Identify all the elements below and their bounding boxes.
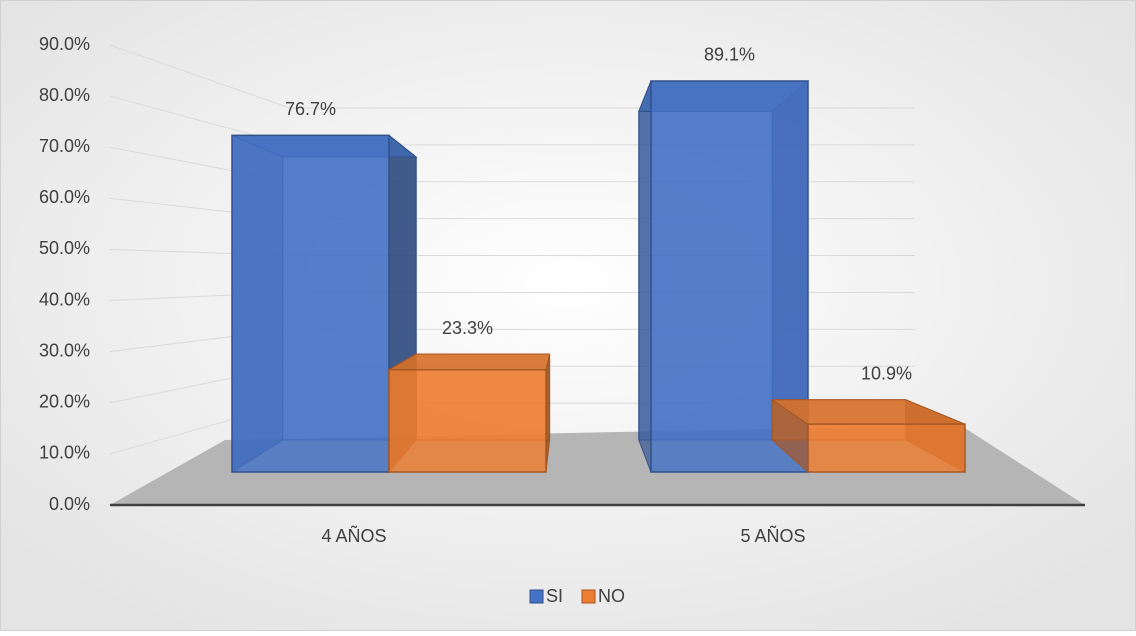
x-tick-label: 5 AÑOS	[740, 525, 805, 546]
labels: 0.0% 10.0% 20.0% 30.0% 40.0% 50.0% 60.0% 70.0% 8…	[39, 34, 912, 606]
y-tick-label: 0.0%	[49, 494, 90, 514]
value-label: 23.3%	[442, 318, 493, 338]
value-label: 76.7%	[285, 99, 336, 119]
y-tick-label: 50.0%	[39, 238, 90, 258]
y-tick-label: 30.0%	[39, 340, 90, 360]
y-tick-label: 10.0%	[39, 443, 90, 463]
y-tick-label: 90.0%	[39, 34, 90, 54]
y-tick-label: 70.0%	[39, 136, 90, 156]
bar-side	[638, 80, 652, 473]
bar	[388, 368, 547, 473]
value-label: 10.9%	[861, 364, 912, 384]
x-tick-label: 4 AÑOS	[321, 525, 386, 546]
y-tick-label: 20.0%	[39, 392, 90, 412]
bar	[231, 134, 390, 473]
legend-swatch	[529, 589, 544, 604]
grid-line	[109, 44, 291, 109]
bar-top	[387, 353, 551, 371]
y-tick-label: 80.0%	[39, 85, 90, 105]
legend-label: NO	[598, 586, 625, 606]
legend-swatch	[581, 589, 596, 604]
bar	[807, 423, 966, 473]
legend-label: SI	[546, 586, 563, 606]
y-tick-label: 60.0%	[39, 187, 90, 207]
value-label: 89.1%	[704, 45, 755, 65]
bars	[231, 79, 966, 474]
y-tick-label: 40.0%	[39, 289, 90, 309]
